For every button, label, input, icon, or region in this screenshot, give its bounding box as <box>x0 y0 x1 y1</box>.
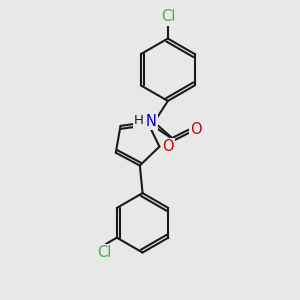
Text: Cl: Cl <box>97 245 112 260</box>
Text: Cl: Cl <box>160 9 175 24</box>
Text: O: O <box>162 139 174 154</box>
Text: N: N <box>146 114 157 129</box>
Text: H: H <box>134 114 144 127</box>
Text: O: O <box>190 122 202 137</box>
